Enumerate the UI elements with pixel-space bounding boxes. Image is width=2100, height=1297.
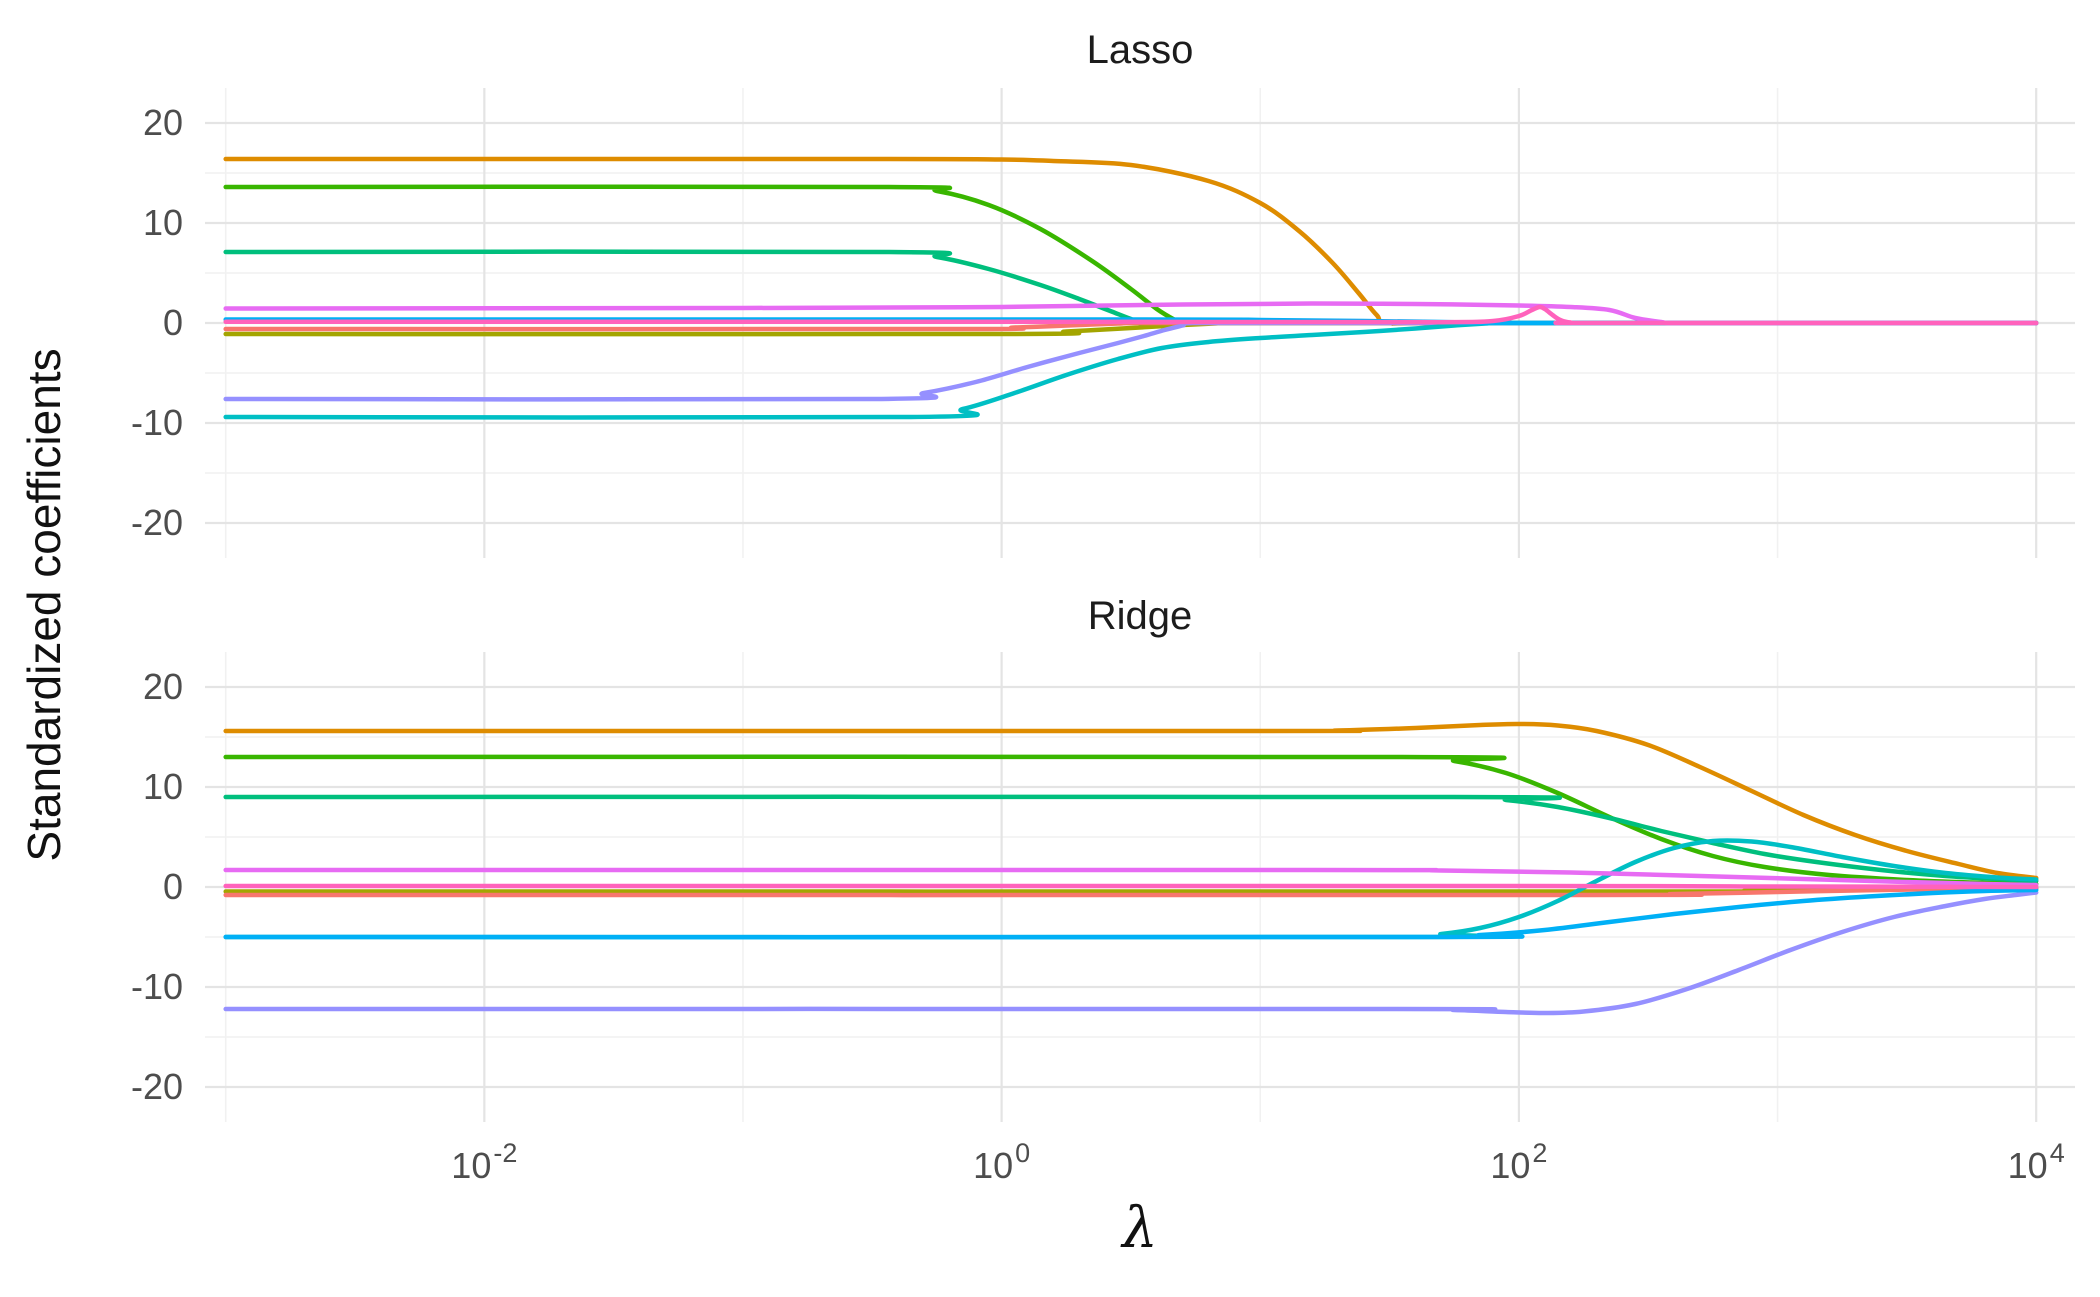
y-tick-label: 10 xyxy=(143,202,183,243)
series-path-lasso-v2 xyxy=(223,184,2039,326)
ridge-panel-title: Ridge xyxy=(1087,594,1193,638)
y-tick-label: -20 xyxy=(131,1066,183,1107)
x-tick-label: 104 xyxy=(2008,1138,2065,1186)
lasso-panel-title: Lasso xyxy=(1086,28,1194,72)
series-path-ridge-v10 xyxy=(223,883,2039,890)
x-tick-label: 100 xyxy=(973,1138,1030,1186)
x-tick-label: 10-2 xyxy=(451,1138,517,1186)
series-path-lasso-v1 xyxy=(223,156,2039,326)
series-path-ridge-v5 xyxy=(223,885,2039,898)
x-axis-title: λ xyxy=(1122,1196,1158,1261)
series-path-ridge-v2 xyxy=(223,754,2039,887)
series-path-ridge-v3 xyxy=(223,794,2039,884)
y-tick-label: -10 xyxy=(131,402,183,443)
y-tick-label: -20 xyxy=(131,502,183,543)
y-axis-title: Standardized coefficients xyxy=(18,348,70,862)
y-tick-label: 0 xyxy=(163,302,183,343)
series-path-ridge-v9 xyxy=(223,867,2039,888)
x-tick-label: 102 xyxy=(1490,1138,1547,1186)
series-path-ridge-v1 xyxy=(223,721,2039,881)
y-tick-label: 20 xyxy=(143,666,183,707)
series-path-lasso-v7 xyxy=(223,320,2039,420)
series-path-lasso-v10 xyxy=(223,304,2039,326)
series-path-ridge-v8 xyxy=(223,887,2039,940)
series-path-ridge-v6 xyxy=(223,890,2039,1016)
y-tick-label: -10 xyxy=(131,966,183,1007)
y-tick-label: 10 xyxy=(143,766,183,807)
y-tick-label: 20 xyxy=(143,102,183,143)
y-tick-label: 0 xyxy=(163,866,183,907)
